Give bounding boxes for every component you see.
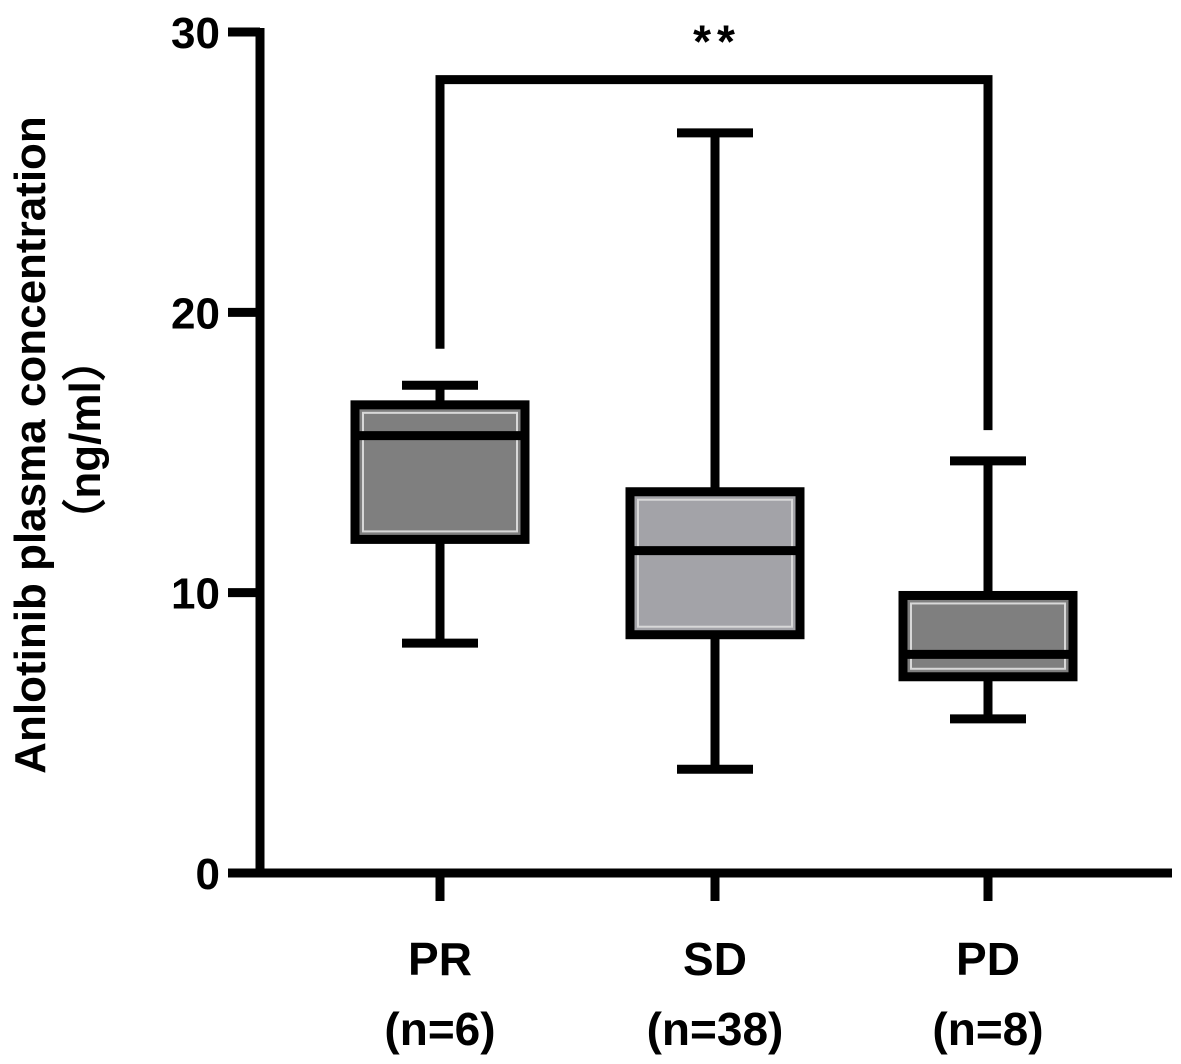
- y-tick-label: 10: [171, 570, 220, 619]
- box-pr: [350, 380, 530, 648]
- x-tick-sample-size-sd: (n=38): [647, 1003, 784, 1055]
- x-tick-label-sd: SD: [683, 933, 747, 985]
- box-iqr: [350, 400, 530, 544]
- y-axis-label: Anlotinib plasma concentration: [6, 116, 55, 774]
- box-inner-highlight: [910, 602, 1066, 670]
- box-series: [350, 128, 1078, 774]
- significance-label: **: [693, 16, 741, 68]
- x-ticks: PR (n=6) SD (n=38) PD (n=8): [384, 873, 1044, 1055]
- y-axis-title: Anlotinib plasma concentration （ng/ml）: [6, 116, 110, 774]
- box-pd: [898, 456, 1078, 724]
- y-tick-label: 30: [171, 9, 220, 58]
- y-axis-unit: （ng/ml）: [61, 337, 110, 542]
- box-iqr: [898, 590, 1078, 682]
- x-tick-sample-size-pd: (n=8): [932, 1003, 1043, 1055]
- box-iqr: [625, 487, 805, 640]
- box-sd: [625, 128, 805, 774]
- box-inner-highlight: [637, 498, 793, 628]
- y-tick-label: 20: [171, 289, 220, 338]
- x-tick-sample-size-pr: (n=6): [384, 1003, 495, 1055]
- y-tick-label: 0: [196, 850, 220, 899]
- y-ticks: 0 10 20 30: [171, 9, 260, 899]
- x-tick-label-pr: PR: [408, 933, 472, 985]
- box-inner-highlight: [362, 411, 518, 533]
- x-tick-label-pd: PD: [956, 933, 1020, 985]
- bracket-line: [435, 75, 993, 431]
- significance-bracket: **: [435, 16, 993, 431]
